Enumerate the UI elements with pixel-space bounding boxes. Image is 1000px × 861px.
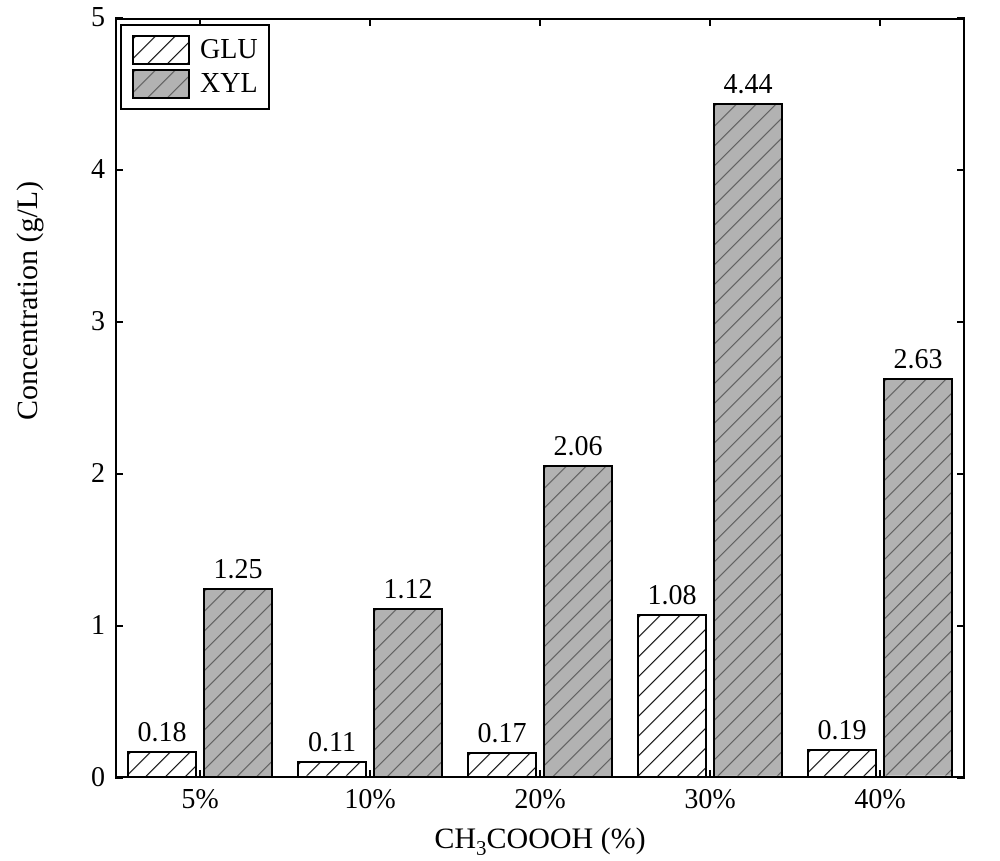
legend-item-xyl: XYL <box>132 68 258 100</box>
legend-swatch-glu <box>132 35 190 65</box>
bar-xyl <box>203 588 273 778</box>
y-tick <box>115 169 123 171</box>
x-tick <box>879 770 881 778</box>
x-tick <box>369 770 371 778</box>
y-tick-label: 1 <box>91 610 105 642</box>
x-axis-label: CH3COOOH (%) <box>115 822 965 861</box>
bar-xyl <box>543 465 613 778</box>
bar-value-label: 1.25 <box>188 554 288 586</box>
y-tick-label: 5 <box>91 2 105 34</box>
y-tick <box>115 17 123 19</box>
x-axis-label-suffix: COOOH (%) <box>487 822 646 855</box>
x-tick <box>539 18 541 26</box>
x-tick <box>539 770 541 778</box>
y-tick <box>957 17 965 19</box>
bar-value-label: 0.17 <box>452 718 552 750</box>
bar-value-label: 2.06 <box>528 431 628 463</box>
y-tick <box>957 321 965 323</box>
y-tick-label: 3 <box>91 306 105 338</box>
y-tick <box>115 777 123 779</box>
x-tick-label: 40% <box>840 784 920 816</box>
x-tick-label: 30% <box>670 784 750 816</box>
bar-value-label: 1.08 <box>622 580 722 612</box>
bar-xyl <box>713 103 783 778</box>
bar-value-label: 2.63 <box>868 344 968 376</box>
y-tick <box>115 625 123 627</box>
bar-glu <box>127 751 197 778</box>
bar-value-label: 4.44 <box>698 69 798 101</box>
chart-container: Concentration (g/L) CH3COOOH (%) GLU XYL… <box>0 0 1000 860</box>
y-tick-label: 2 <box>91 458 105 490</box>
y-tick-label: 4 <box>91 154 105 186</box>
y-tick <box>957 777 965 779</box>
x-tick <box>709 770 711 778</box>
bar-value-label: 0.19 <box>792 715 892 747</box>
x-tick <box>199 770 201 778</box>
y-tick <box>957 625 965 627</box>
bar-xyl <box>373 608 443 778</box>
legend: GLU XYL <box>120 24 270 110</box>
bar-glu <box>467 752 537 778</box>
x-axis-label-sub: 3 <box>476 836 487 860</box>
bar-value-label: 0.18 <box>112 717 212 749</box>
y-tick <box>115 321 123 323</box>
x-tick-label: 5% <box>160 784 240 816</box>
legend-label-xyl: XYL <box>200 68 258 100</box>
x-axis-label-prefix: CH <box>434 822 476 855</box>
bar-value-label: 0.11 <box>282 727 382 759</box>
x-tick <box>369 18 371 26</box>
x-tick <box>879 18 881 26</box>
y-tick-label: 0 <box>91 762 105 794</box>
x-tick-label: 10% <box>330 784 410 816</box>
bar-glu <box>297 761 367 778</box>
y-tick <box>957 473 965 475</box>
x-tick <box>709 18 711 26</box>
x-tick <box>199 18 201 26</box>
bar-glu <box>637 614 707 778</box>
bar-glu <box>807 749 877 778</box>
bar-value-label: 1.12 <box>358 574 458 606</box>
legend-label-glu: GLU <box>200 34 258 66</box>
legend-swatch-xyl <box>132 69 190 99</box>
y-tick <box>115 473 123 475</box>
y-tick <box>957 169 965 171</box>
x-tick-label: 20% <box>500 784 580 816</box>
bar-xyl <box>883 378 953 778</box>
legend-item-glu: GLU <box>132 34 258 66</box>
y-axis-label: Concentration (g/L) <box>11 380 45 420</box>
